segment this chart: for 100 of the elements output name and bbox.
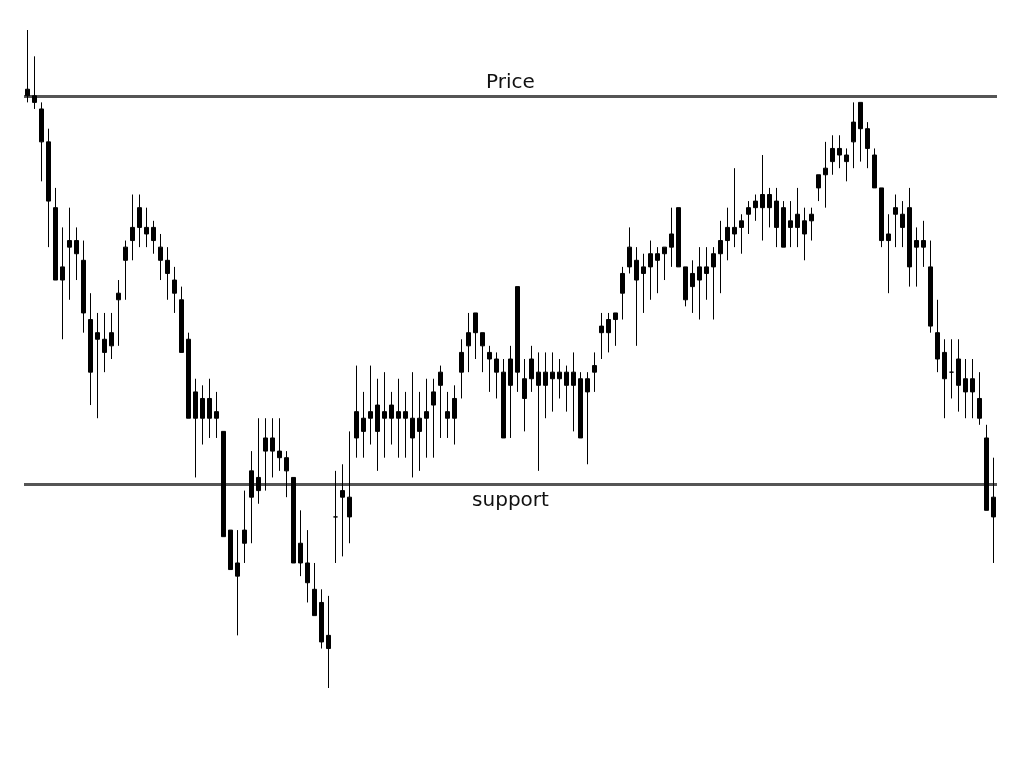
candlestick — [88, 292, 93, 406]
candlestick — [914, 226, 919, 288]
candlestick — [354, 365, 359, 459]
candlestick — [781, 200, 786, 248]
candlestick — [438, 365, 443, 439]
candlestick — [480, 332, 485, 373]
candlestick — [634, 246, 639, 347]
candlestick — [697, 246, 702, 321]
candlestick — [991, 457, 996, 564]
candlestick — [788, 200, 793, 248]
candlestick — [564, 365, 569, 413]
candlestick — [956, 338, 961, 413]
candlestick — [25, 29, 30, 103]
candlestick — [473, 312, 478, 360]
candlestick — [158, 233, 163, 281]
candlestick — [116, 279, 121, 347]
candlestick — [361, 391, 366, 459]
candlestick — [578, 371, 583, 439]
candlestick — [508, 345, 513, 439]
candlestick — [382, 371, 387, 459]
candlestick — [732, 167, 737, 248]
candlestick — [571, 351, 576, 432]
candlestick — [907, 187, 912, 288]
candlestick — [284, 450, 289, 498]
candlestick — [669, 207, 674, 268]
candlestick — [809, 207, 814, 242]
candlestick — [683, 266, 688, 307]
candlestick — [172, 266, 177, 314]
candlestick — [74, 226, 79, 281]
candlestick — [606, 312, 611, 353]
candlestick — [277, 417, 282, 472]
candlestick — [928, 240, 933, 334]
candlestick — [662, 246, 667, 281]
candlestick — [886, 213, 891, 294]
candlestick — [424, 378, 429, 459]
candlestick — [179, 286, 184, 353]
candlestick — [942, 338, 947, 419]
candlestick — [977, 371, 982, 426]
candlestick — [368, 365, 373, 446]
ref-line-label: Price — [486, 68, 535, 93]
candlestick — [60, 226, 65, 340]
candlestick — [676, 207, 681, 268]
candlestick — [648, 240, 653, 301]
candlestick — [130, 194, 135, 261]
candlestick — [326, 595, 331, 689]
candlestick — [522, 358, 527, 432]
candlestick — [67, 207, 72, 301]
candlestick — [865, 121, 870, 169]
candlestick — [795, 187, 800, 248]
candlestick — [557, 358, 562, 399]
candlestick — [221, 430, 226, 538]
candlestick — [515, 286, 520, 393]
candlestick — [249, 450, 254, 544]
candlestick — [704, 246, 709, 301]
candlestick — [466, 312, 471, 373]
candlestick — [592, 351, 597, 393]
candlestick — [39, 101, 44, 182]
candlestick — [823, 141, 828, 209]
candlestick — [305, 529, 310, 603]
candlestick — [256, 417, 261, 505]
candlestick — [165, 246, 170, 301]
candlestick — [319, 588, 324, 650]
candlestick — [760, 154, 765, 242]
candlestick — [851, 101, 856, 169]
candlestick — [739, 213, 744, 255]
candlestick — [872, 147, 877, 189]
candlestick — [690, 259, 695, 314]
candlestick — [641, 253, 646, 314]
candlestick — [585, 371, 590, 465]
candlestick — [494, 351, 499, 399]
candlestick — [452, 384, 457, 446]
candlestick — [627, 226, 632, 274]
candlestick — [501, 358, 506, 439]
candlestick — [81, 240, 86, 334]
candlestick — [550, 351, 555, 413]
candlestick — [970, 358, 975, 419]
candlestick — [858, 101, 863, 163]
candlestick — [242, 490, 247, 564]
candlestick — [459, 338, 464, 399]
candlestick — [200, 384, 205, 446]
candlestick — [774, 187, 779, 248]
candlestick — [410, 371, 415, 478]
candlestick — [816, 174, 821, 202]
candlestick — [921, 220, 926, 268]
candlestick — [753, 194, 758, 222]
candlestick — [536, 351, 541, 472]
candlestick — [599, 312, 604, 360]
candlestick — [725, 207, 730, 261]
candlestick — [137, 194, 142, 248]
candlestick — [445, 391, 450, 439]
candlestick — [718, 220, 723, 294]
candlestick — [396, 378, 401, 459]
candlestick — [879, 187, 884, 248]
candlestick — [53, 187, 58, 281]
candlestick — [235, 529, 240, 636]
candlestick — [529, 345, 534, 393]
candlestick — [333, 470, 338, 564]
candlestick — [32, 55, 37, 110]
candlestick — [228, 529, 233, 571]
candlestick — [298, 509, 303, 577]
